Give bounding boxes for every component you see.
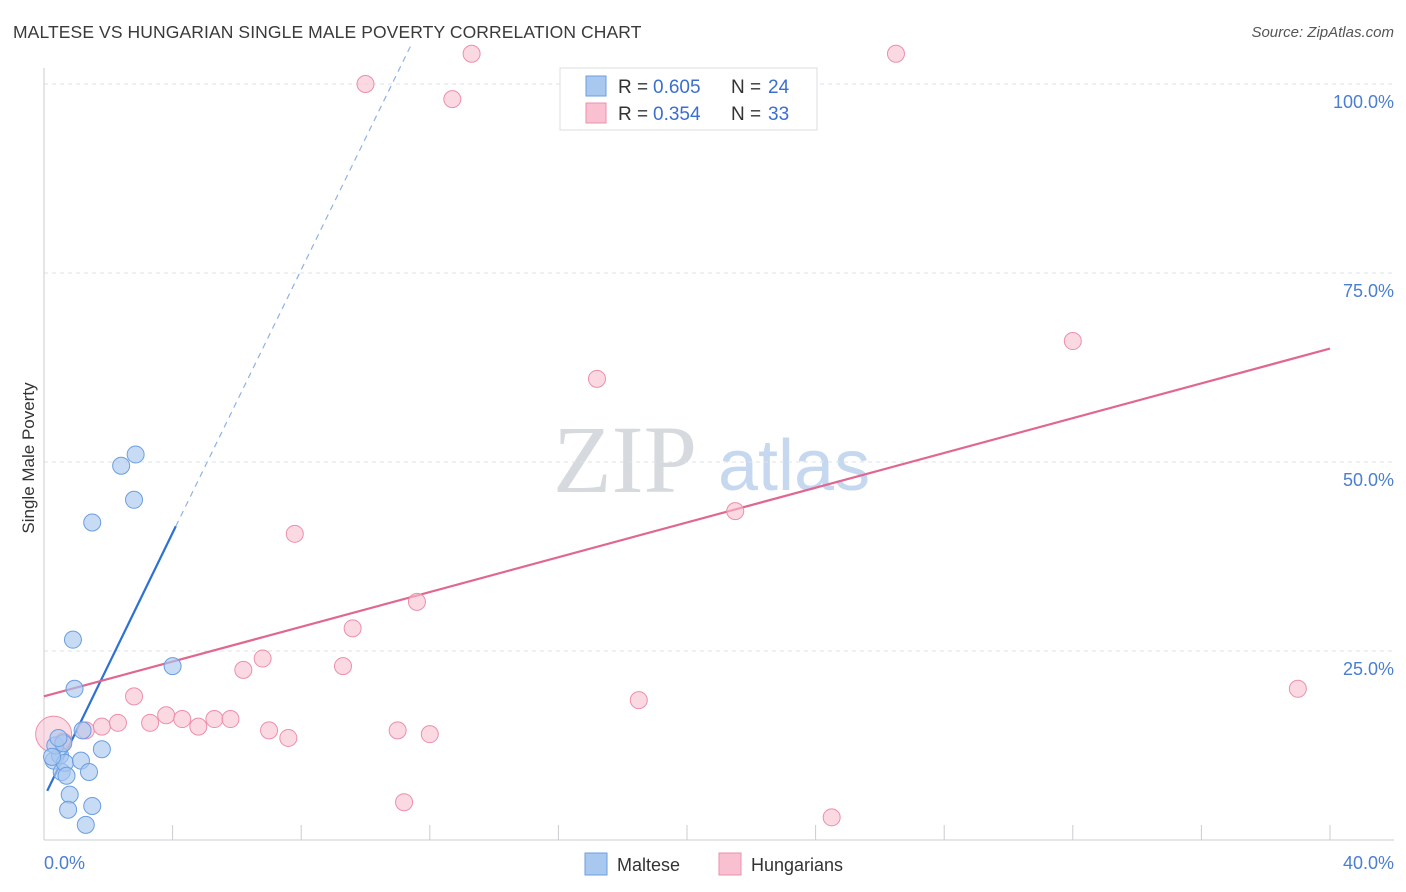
maltese-point: [76, 815, 95, 834]
hungarian-point: [726, 502, 745, 521]
hungarian-point: [253, 649, 272, 668]
series-legend-swatch-maltese: [584, 852, 608, 876]
hungarian-point: [822, 808, 841, 827]
maltese-point: [57, 766, 76, 785]
hungarian-point: [395, 793, 414, 812]
hungarian-point: [279, 728, 298, 747]
hungarian-point: [1063, 332, 1082, 351]
hungarian-point: [108, 713, 127, 732]
hungarian-point: [189, 717, 208, 736]
maltese-point: [49, 728, 68, 747]
series-legend: Maltese Hungarians: [584, 852, 843, 876]
hungarian-trend: [43, 347, 1331, 698]
maltese-point: [65, 679, 84, 698]
axes: [43, 68, 1394, 841]
series-legend-swatch-hungarians: [718, 852, 742, 876]
maltese-point: [59, 800, 78, 819]
legend-n-value-maltese: 24: [768, 77, 790, 98]
maltese-trend-dashed: [175, 45, 412, 527]
hungarian-point: [587, 369, 606, 388]
hungarian-point: [234, 660, 253, 679]
hungarian-point: [125, 687, 144, 706]
hungarian-point: [1288, 679, 1307, 698]
chart-title: MALTESE VS HUNGARIAN SINGLE MALE POVERTY…: [13, 22, 642, 42]
maltese-point: [112, 456, 131, 475]
legend-swatch-hungarians: [585, 102, 607, 124]
hungarian-point: [462, 44, 481, 63]
hungarian-point: [333, 657, 352, 676]
maltese-point: [73, 721, 92, 740]
hungarian-point: [420, 725, 439, 744]
x-tick-label-max: 40.0%: [1343, 853, 1394, 873]
hungarian-point: [157, 706, 176, 725]
maltese-point: [92, 740, 111, 759]
y-tick-label-50: 50.0%: [1343, 470, 1394, 490]
hungarian-point: [388, 721, 407, 740]
maltese-point: [163, 657, 182, 676]
maltese-point: [60, 785, 79, 804]
maltese-point: [63, 630, 82, 649]
legend-n-label-maltese: N =: [731, 77, 761, 98]
hungarian-point: [443, 90, 462, 109]
legend-swatch-maltese: [585, 75, 607, 97]
hungarian-point: [356, 75, 375, 93]
hungarian-point: [285, 524, 304, 543]
maltese-points: [43, 445, 182, 834]
y-tick-label-75: 75.0%: [1343, 281, 1394, 301]
maltese-point: [126, 445, 145, 464]
maltese-point: [83, 513, 102, 532]
x-tick-label-min: 0.0%: [44, 853, 85, 873]
legend-r-value-hungarians: 0.354: [653, 104, 701, 125]
series-legend-label-maltese: Maltese: [617, 855, 680, 875]
y-tick-label-100: 100.0%: [1333, 92, 1394, 112]
y-tick-labels: 25.0% 50.0% 75.0% 100.0%: [1333, 92, 1394, 679]
maltese-point: [83, 796, 102, 815]
y-axis-label: Single Male Poverty: [19, 382, 38, 534]
y-tick-label-25: 25.0%: [1343, 659, 1394, 679]
hungarian-point: [92, 717, 111, 736]
hungarian-point: [260, 721, 279, 740]
hungarian-point: [141, 713, 160, 732]
legend-r-label-maltese: R =: [618, 77, 648, 98]
hungarian-point: [205, 710, 224, 729]
hungarian-points: [35, 44, 1307, 827]
hungarian-point: [343, 619, 362, 638]
correlation-legend: R = 0.605 N = 24 R = 0.354 N = 33: [559, 67, 818, 131]
watermark: ZIP atlas: [553, 406, 870, 513]
watermark-zip: ZIP: [553, 406, 697, 513]
hungarian-point: [221, 710, 240, 729]
source-credit: Source: ZipAtlas.com: [1251, 24, 1394, 41]
legend-r-label-hungarians: R =: [618, 104, 648, 125]
legend-n-value-hungarians: 33: [768, 104, 789, 125]
maltese-point: [125, 490, 144, 509]
x-ticks: [172, 825, 1331, 840]
hungarian-point: [407, 592, 426, 611]
maltese-point: [43, 747, 62, 766]
series-legend-label-hungarians: Hungarians: [751, 855, 843, 875]
legend-n-label-hungarians: N =: [731, 104, 761, 125]
grid: [44, 83, 1394, 652]
hungarian-point: [629, 691, 648, 710]
hungarian-point: [886, 44, 905, 63]
maltese-point: [80, 762, 99, 781]
legend-r-value-maltese: 0.605: [653, 77, 701, 98]
hungarian-point: [173, 710, 192, 729]
